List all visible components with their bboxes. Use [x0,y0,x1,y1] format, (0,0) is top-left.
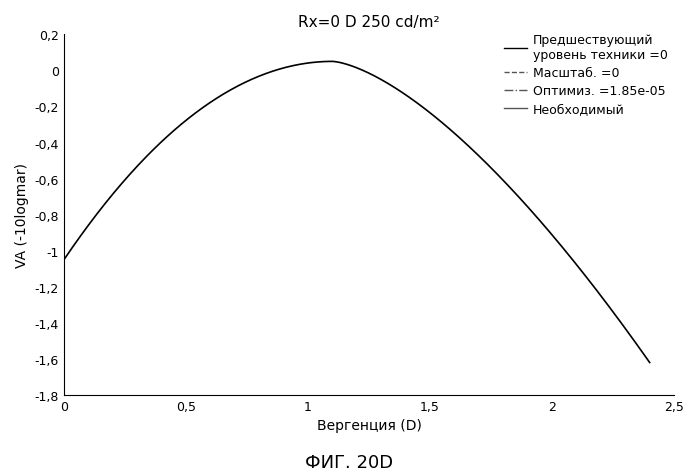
Y-axis label: VA (-10logmar): VA (-10logmar) [15,163,29,268]
Text: ФИГ. 20D: ФИГ. 20D [305,453,394,471]
Title: Rx=0 D 250 cd/m²: Rx=0 D 250 cd/m² [298,15,440,30]
Legend: Предшествующий
уровень техники =0, Масштаб. =0, Оптимиз. =1.85e-05, Необходимый: Предшествующий уровень техники =0, Масшт… [504,34,668,116]
X-axis label: Вергенция (D): Вергенция (D) [317,418,421,433]
